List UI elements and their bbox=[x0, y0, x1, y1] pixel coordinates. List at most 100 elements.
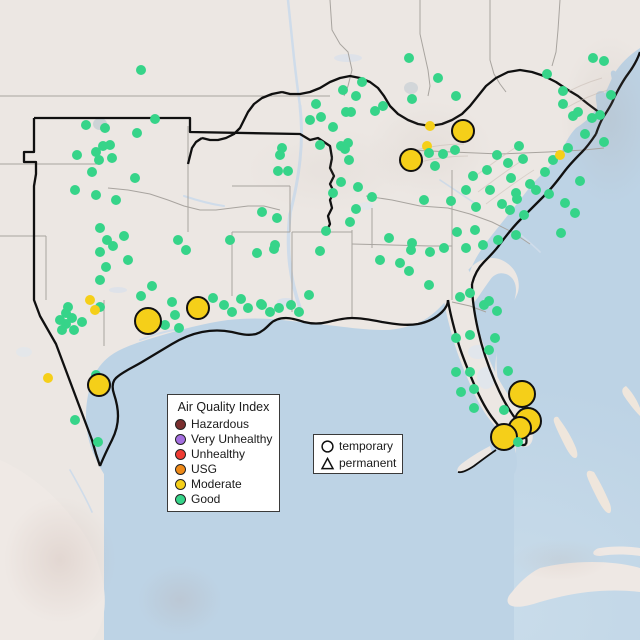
station-marker[interactable] bbox=[540, 167, 550, 177]
station-marker[interactable] bbox=[450, 145, 460, 155]
station-marker[interactable] bbox=[170, 310, 180, 320]
station-marker[interactable] bbox=[470, 225, 480, 235]
station-marker[interactable] bbox=[102, 235, 112, 245]
station-marker[interactable] bbox=[606, 90, 616, 100]
station-marker[interactable] bbox=[101, 262, 111, 272]
aqi-legend-item[interactable]: Good bbox=[175, 492, 272, 507]
station-marker[interactable] bbox=[186, 296, 210, 320]
station-marker[interactable] bbox=[132, 128, 142, 138]
station-marker[interactable] bbox=[425, 121, 435, 131]
station-marker[interactable] bbox=[484, 345, 494, 355]
station-marker[interactable] bbox=[525, 179, 535, 189]
station-marker[interactable] bbox=[95, 275, 105, 285]
station-marker[interactable] bbox=[471, 202, 481, 212]
station-marker[interactable] bbox=[257, 300, 267, 310]
station-marker[interactable] bbox=[208, 293, 218, 303]
station-marker[interactable] bbox=[570, 208, 580, 218]
station-marker[interactable] bbox=[556, 228, 566, 238]
station-marker[interactable] bbox=[542, 69, 552, 79]
station-marker[interactable] bbox=[451, 119, 475, 143]
station-marker[interactable] bbox=[336, 177, 346, 187]
station-marker[interactable] bbox=[503, 366, 513, 376]
station-marker[interactable] bbox=[353, 182, 363, 192]
station-marker[interactable] bbox=[424, 148, 434, 158]
station-marker[interactable] bbox=[455, 292, 465, 302]
station-marker[interactable] bbox=[378, 101, 388, 111]
station-marker[interactable] bbox=[485, 185, 495, 195]
station-marker[interactable] bbox=[424, 280, 434, 290]
station-marker[interactable] bbox=[98, 141, 108, 151]
station-marker[interactable] bbox=[328, 188, 338, 198]
station-marker[interactable] bbox=[270, 240, 280, 250]
station-marker[interactable] bbox=[407, 238, 417, 248]
station-marker[interactable] bbox=[108, 241, 118, 251]
station-marker[interactable] bbox=[341, 107, 351, 117]
station-marker[interactable] bbox=[134, 307, 162, 335]
station-marker[interactable] bbox=[511, 188, 521, 198]
aqi-legend-item[interactable]: Very Unhealthy bbox=[175, 432, 272, 447]
station-marker[interactable] bbox=[265, 307, 275, 317]
station-marker[interactable] bbox=[344, 155, 354, 165]
station-marker[interactable] bbox=[452, 227, 462, 237]
station-marker[interactable] bbox=[419, 195, 429, 205]
station-marker[interactable] bbox=[425, 247, 435, 257]
station-marker[interactable] bbox=[95, 247, 105, 257]
station-marker[interactable] bbox=[181, 245, 191, 255]
station-marker[interactable] bbox=[469, 403, 479, 413]
station-marker[interactable] bbox=[304, 290, 314, 300]
station-marker[interactable] bbox=[461, 243, 471, 253]
station-marker[interactable] bbox=[514, 407, 542, 435]
station-marker[interactable] bbox=[63, 302, 73, 312]
station-marker[interactable] bbox=[136, 291, 146, 301]
station-marker[interactable] bbox=[575, 176, 585, 186]
station-marker[interactable] bbox=[87, 373, 111, 397]
legend-item-permanent[interactable]: permanent bbox=[320, 455, 396, 472]
station-marker[interactable] bbox=[321, 226, 331, 236]
station-marker[interactable] bbox=[439, 243, 449, 253]
station-marker[interactable] bbox=[433, 73, 443, 83]
station-marker[interactable] bbox=[274, 303, 284, 313]
station-marker[interactable] bbox=[315, 246, 325, 256]
station-marker[interactable] bbox=[508, 416, 532, 440]
station-marker[interactable] bbox=[150, 114, 160, 124]
station-marker[interactable] bbox=[451, 367, 461, 377]
station-marker[interactable] bbox=[167, 297, 177, 307]
station-marker[interactable] bbox=[123, 255, 133, 265]
station-marker[interactable] bbox=[555, 150, 565, 160]
station-marker[interactable] bbox=[479, 300, 489, 310]
station-marker[interactable] bbox=[107, 153, 117, 163]
station-marker[interactable] bbox=[61, 319, 71, 329]
station-marker[interactable] bbox=[513, 437, 523, 447]
station-marker[interactable] bbox=[100, 123, 110, 133]
station-marker[interactable] bbox=[375, 255, 385, 265]
station-marker[interactable] bbox=[544, 189, 554, 199]
station-marker[interactable] bbox=[469, 384, 479, 394]
station-marker[interactable] bbox=[548, 155, 558, 165]
station-marker[interactable] bbox=[315, 140, 325, 150]
station-marker[interactable] bbox=[519, 210, 529, 220]
station-marker[interactable] bbox=[499, 405, 509, 415]
station-marker[interactable] bbox=[404, 53, 414, 63]
station-marker[interactable] bbox=[87, 167, 97, 177]
station-marker[interactable] bbox=[343, 138, 353, 148]
station-marker[interactable] bbox=[81, 120, 91, 130]
station-marker[interactable] bbox=[599, 137, 609, 147]
station-marker[interactable] bbox=[351, 204, 361, 214]
station-marker[interactable] bbox=[338, 85, 348, 95]
station-marker[interactable] bbox=[345, 217, 355, 227]
station-marker[interactable] bbox=[95, 223, 105, 233]
station-marker[interactable] bbox=[451, 333, 461, 343]
station-marker[interactable] bbox=[77, 317, 87, 327]
station-marker[interactable] bbox=[257, 207, 267, 217]
station-marker[interactable] bbox=[407, 94, 417, 104]
station-marker[interactable] bbox=[336, 141, 346, 151]
station-marker[interactable] bbox=[406, 245, 416, 255]
station-marker[interactable] bbox=[272, 213, 282, 223]
station-type-legend[interactable]: temporary permanent bbox=[313, 434, 403, 474]
station-marker[interactable] bbox=[57, 325, 67, 335]
station-marker[interactable] bbox=[225, 235, 235, 245]
station-marker[interactable] bbox=[67, 313, 77, 323]
station-marker[interactable] bbox=[70, 415, 80, 425]
